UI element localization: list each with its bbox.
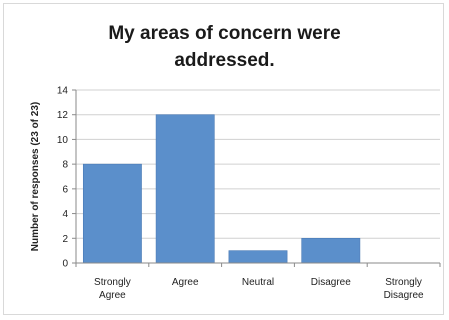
x-tick-label: Strongly Agree: [94, 277, 131, 301]
y-tick-label: 2: [62, 234, 68, 245]
y-tick-label: 10: [57, 135, 69, 146]
y-axis-label: Number of responses (23 of 23): [30, 102, 41, 251]
x-tick-label: Agree: [172, 277, 199, 288]
y-tick-label: 4: [62, 209, 68, 220]
x-tick-label: Strongly Disagree: [384, 277, 424, 301]
bar-0: [82, 163, 142, 264]
bar-2: [228, 250, 288, 264]
bar-1: [155, 114, 215, 264]
bar-3: [301, 237, 361, 264]
y-tick-label: 8: [62, 160, 68, 171]
x-tick-label: Neutral: [242, 277, 274, 288]
y-tick-label: 12: [57, 110, 69, 121]
y-tick-label: 0: [62, 259, 68, 270]
y-tick-label: 14: [57, 86, 69, 97]
chart-title: My areas of concern were addressed.: [108, 23, 341, 71]
y-tick-label: 6: [62, 184, 68, 195]
x-tick-label: Disagree: [311, 277, 351, 288]
